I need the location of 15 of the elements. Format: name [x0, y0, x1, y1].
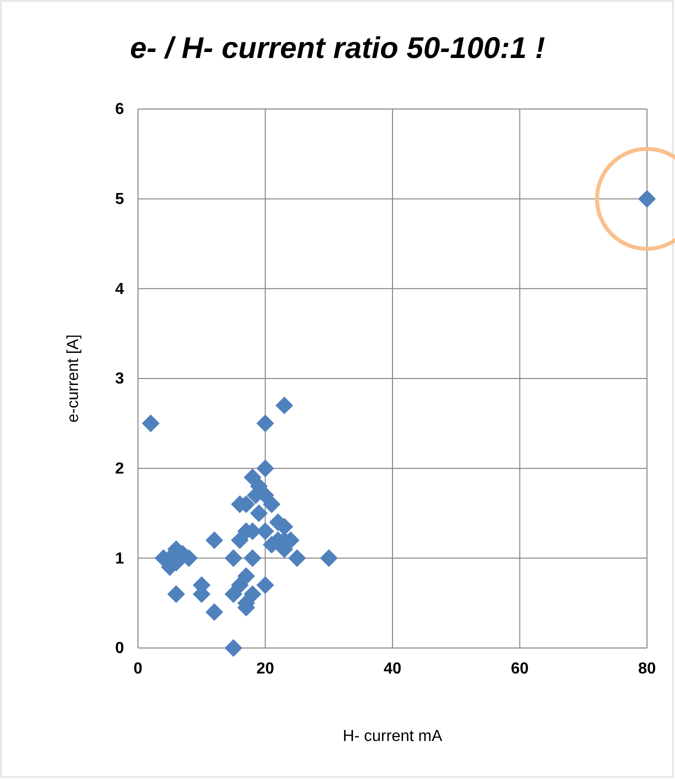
y-tick-label: 1 — [115, 550, 124, 568]
x-axis-title: H- current mA — [342, 728, 443, 745]
x-tick-label: 80 — [638, 660, 656, 678]
y-tick-label: 2 — [115, 460, 124, 478]
y-tick-label: 6 — [115, 101, 124, 118]
y-tick-label: 3 — [115, 370, 124, 388]
y-tick-label: 5 — [115, 190, 124, 208]
x-tick-label: 40 — [384, 660, 402, 678]
chart-title: e- / H- current ratio 50-100:1 ! — [130, 32, 546, 65]
x-tick-label: 0 — [134, 660, 143, 678]
y-tick-label: 4 — [115, 280, 124, 298]
y-tick-label: 0 — [115, 640, 124, 658]
x-tick-label: 60 — [510, 660, 529, 678]
y-axis-title: e-current [A] — [65, 334, 82, 423]
x-tick-label: 20 — [256, 660, 274, 678]
